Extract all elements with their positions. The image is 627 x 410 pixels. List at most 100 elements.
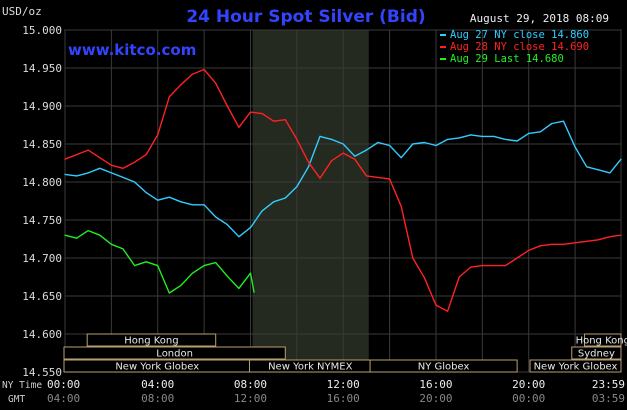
- data-point: [458, 276, 460, 278]
- y-tick-label: 14.900: [22, 100, 62, 113]
- data-point: [191, 272, 194, 274]
- data-point: [215, 216, 217, 218]
- data-point: [87, 230, 89, 232]
- data-point: [307, 166, 310, 168]
- data-point: [620, 158, 622, 160]
- session-bar: [529, 359, 622, 373]
- ny-time-label: NY Time: [2, 380, 42, 391]
- data-point: [157, 265, 159, 267]
- data-point: [168, 96, 170, 98]
- data-point: [365, 149, 367, 151]
- data-point: [504, 265, 507, 267]
- session-label: London: [156, 349, 193, 360]
- x-tick-ny: 08:00: [234, 378, 267, 391]
- data-point: [273, 120, 275, 122]
- session-bar: [86, 333, 217, 347]
- data-point: [145, 192, 147, 194]
- data-point: [331, 138, 333, 140]
- data-point: [470, 134, 472, 136]
- data-point: [157, 199, 159, 201]
- legend-swatch: [440, 34, 446, 36]
- data-point: [516, 140, 518, 142]
- data-point: [203, 265, 205, 267]
- x-tick-ny: 20:00: [512, 378, 545, 391]
- data-point: [134, 161, 136, 163]
- data-point: [76, 154, 78, 156]
- data-point: [76, 237, 78, 239]
- date-label: August 29, 2018 08:09: [470, 12, 609, 25]
- session-label: Hong Kong: [124, 336, 178, 347]
- data-point: [493, 135, 495, 137]
- data-point: [365, 175, 367, 177]
- data-point: [284, 119, 286, 121]
- x-tick-gmt: 20:00: [419, 392, 452, 405]
- data-point: [76, 175, 78, 177]
- legend-label: Aug 29 Last 14.680: [450, 53, 564, 65]
- data-point: [134, 181, 136, 183]
- data-point: [307, 161, 310, 163]
- grid-lines: [64, 29, 622, 373]
- data-point: [191, 204, 194, 206]
- data-point: [516, 257, 518, 259]
- data-point: [122, 167, 124, 169]
- data-point: [87, 149, 89, 151]
- data-point: [168, 196, 170, 198]
- data-point: [64, 173, 66, 175]
- y-tick-label: 14.550: [22, 366, 62, 379]
- data-point: [110, 243, 112, 245]
- x-tick-gmt: 08:00: [141, 392, 174, 405]
- y-tick-label: 14.750: [22, 214, 62, 227]
- session-label: New York Globex: [534, 362, 618, 373]
- data-point: [389, 178, 391, 180]
- x-tick-gmt: 12:00: [234, 392, 267, 405]
- data-point: [203, 68, 205, 71]
- data-point: [458, 137, 460, 139]
- data-point: [122, 248, 124, 250]
- data-point: [481, 135, 483, 137]
- data-point: [331, 160, 333, 162]
- data-point: [238, 287, 240, 289]
- chart-title: 24 Hour Spot Silver (Bid): [186, 7, 425, 27]
- data-point: [157, 134, 159, 136]
- session-label: New York NYMEX: [268, 362, 353, 373]
- series-lines: [64, 68, 622, 312]
- data-point: [377, 141, 379, 144]
- data-point: [539, 245, 541, 247]
- data-point: [354, 155, 356, 157]
- data-point: [470, 266, 472, 268]
- data-point: [261, 113, 263, 115]
- session-bar: [63, 346, 286, 360]
- data-point: [528, 132, 530, 134]
- data-point: [586, 166, 588, 168]
- data-point: [354, 158, 356, 160]
- data-point: [609, 236, 611, 238]
- x-tick-ny: 16:00: [419, 378, 452, 391]
- x-tick-ny: 23:59: [592, 378, 625, 391]
- series-line: [64, 229, 255, 294]
- data-point: [574, 146, 576, 148]
- current-time-shade: [252, 30, 369, 372]
- data-point: [400, 205, 402, 207]
- x-tick-gmt: 03:59: [592, 392, 625, 405]
- data-point: [574, 242, 576, 244]
- y-axis-label: USD/oz: [2, 5, 42, 18]
- data-point: [528, 249, 530, 251]
- data-point: [99, 167, 101, 169]
- data-point: [597, 169, 599, 171]
- data-point: [215, 82, 217, 84]
- data-point: [273, 201, 275, 203]
- data-point: [134, 265, 136, 267]
- data-point: [253, 291, 255, 293]
- x-tick-gmt: 00:00: [512, 392, 545, 405]
- data-point: [319, 177, 321, 179]
- legend-swatch: [440, 58, 446, 60]
- data-point: [412, 143, 414, 145]
- data-point: [423, 141, 425, 144]
- session-label: New York Globex: [115, 362, 199, 373]
- data-point: [180, 201, 182, 203]
- data-point: [586, 240, 588, 242]
- data-point: [400, 157, 402, 159]
- data-point: [110, 172, 112, 174]
- data-point: [377, 176, 379, 178]
- data-point: [296, 138, 298, 140]
